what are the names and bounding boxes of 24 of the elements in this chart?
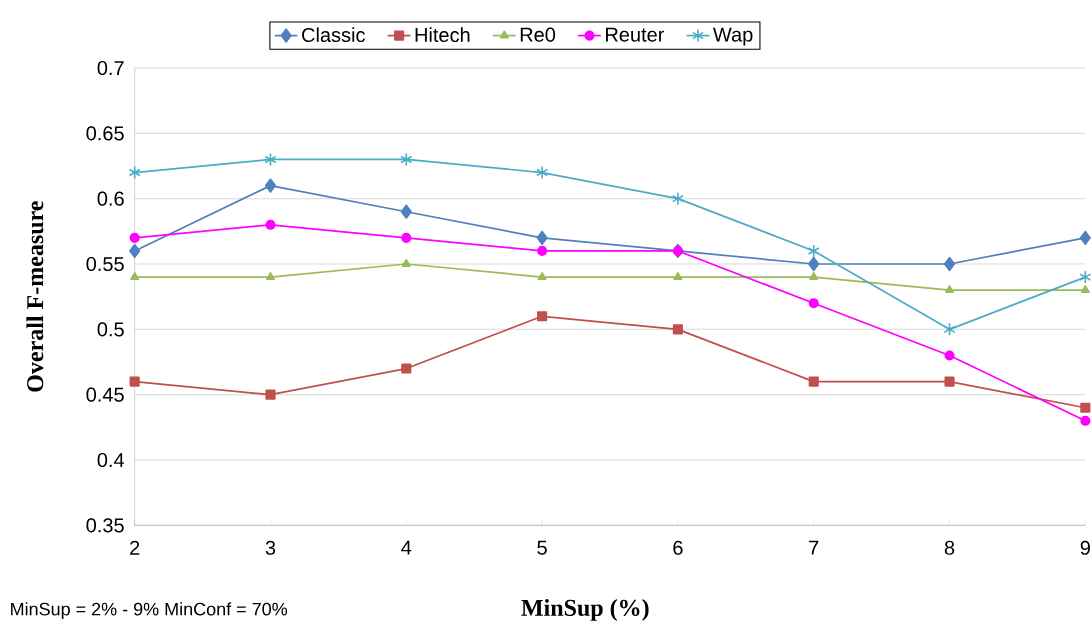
x-tick-label: 9 bbox=[1080, 540, 1090, 555]
y-tick-label: 0.55 bbox=[86, 256, 124, 272]
y-axis-title: Overall F-measure bbox=[26, 201, 44, 392]
y-tick-label: 0.6 bbox=[97, 191, 124, 206]
legend-label: Wap bbox=[712, 27, 753, 46]
y-tick-label: 0.35 bbox=[86, 518, 124, 533]
y-tick-label: 0.5 bbox=[97, 322, 124, 337]
y-tick-label: 0.4 bbox=[97, 452, 125, 468]
x-tick-label: 3 bbox=[265, 540, 276, 555]
x-tick-label: 5 bbox=[537, 540, 547, 555]
x-tick-label: 2 bbox=[130, 540, 140, 555]
x-tick-label: 7 bbox=[809, 540, 819, 555]
text: MinSup = 2% - 9% MinConf = 70% bbox=[11, 602, 288, 620]
x-tick-label: 6 bbox=[673, 540, 683, 555]
legend-label: Re0 bbox=[520, 27, 556, 42]
y-tick-label: 0.65 bbox=[86, 126, 124, 141]
legend-label: Reuter bbox=[606, 27, 665, 42]
x-tick-label: 4 bbox=[401, 540, 412, 555]
legend-label: Hitech bbox=[415, 27, 470, 43]
x-tick-label: 8 bbox=[944, 540, 955, 555]
y-tick-label: 0.45 bbox=[86, 387, 124, 402]
y-tick-label: 0.7 bbox=[97, 60, 124, 76]
x-axis-title: MinSup (%) bbox=[521, 599, 649, 621]
legend-label: Classic bbox=[302, 27, 365, 43]
